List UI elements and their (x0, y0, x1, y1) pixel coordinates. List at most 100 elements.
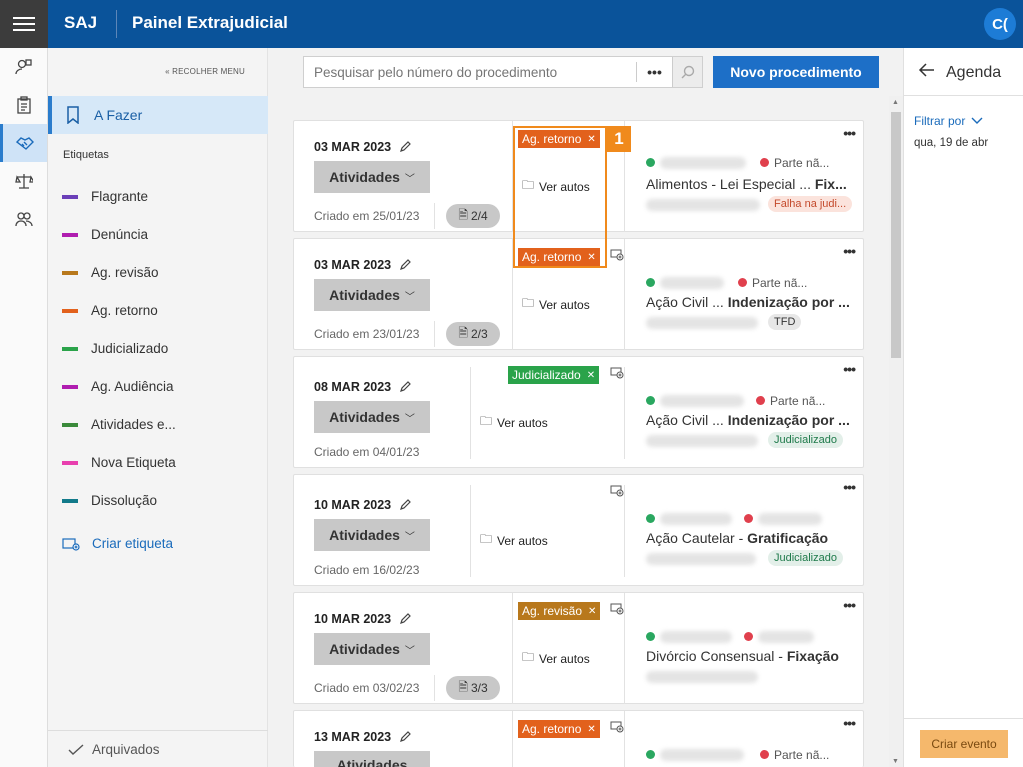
active-party-icon (646, 632, 655, 641)
card-more-button[interactable]: ••• (843, 479, 856, 495)
card-more-button[interactable]: ••• (843, 125, 856, 141)
search-button[interactable] (672, 57, 702, 87)
divider (48, 730, 268, 731)
status-label-ag-retorno[interactable]: Ag. retorno ✕ (518, 720, 600, 738)
status-badge: Falha na judi... (768, 196, 853, 212)
created-date: Criado em 04/01/23 (314, 445, 420, 459)
activities-dropdown[interactable]: Atividades ﹀ (314, 401, 430, 433)
filter-dropdown[interactable]: Filtrar por (914, 114, 983, 128)
active-party-icon (646, 750, 655, 759)
agenda-header: Agenda (904, 48, 1023, 96)
add-label-icon[interactable] (610, 249, 624, 264)
procedure-title[interactable]: Ação Civil ... Indenização por ... (646, 294, 850, 310)
card-more-button[interactable]: ••• (843, 361, 856, 377)
procedure-title[interactable]: Divórcio Consensual - Fixação (646, 648, 839, 664)
status-label-judicializado[interactable]: Judicializado ✕ (508, 366, 600, 384)
tag-ag-audiencia[interactable]: Ag. Audiência (62, 379, 174, 394)
document-count-badge[interactable]: 🗎 2/4 (446, 204, 500, 228)
view-case-link[interactable]: 🗀 Ver autos (522, 176, 590, 197)
folder-icon: 🗀 (480, 532, 493, 546)
procedure-card[interactable]: 10 MAR 2023 Atividades ﹀ Criado em 03/02/… (293, 592, 864, 704)
tag-atividades[interactable]: Atividades e... (62, 417, 176, 432)
activities-dropdown[interactable]: Atividades (314, 751, 430, 767)
procedure-title[interactable]: Ação Civil ... Indenização por ... (646, 412, 850, 428)
check-icon (68, 743, 84, 755)
edit-icon (400, 613, 411, 624)
archived-link[interactable]: Arquivados (68, 742, 160, 757)
more-options-button[interactable]: ••• (636, 62, 672, 82)
party-label: Parte nã... (774, 156, 830, 170)
remove-label-icon: ✕ (587, 723, 596, 735)
user-avatar[interactable]: C( (984, 8, 1016, 40)
search-input[interactable] (304, 57, 636, 87)
procedure-card[interactable]: 10 MAR 2023 Atividades ﹀ Criado em 16/02/… (293, 474, 864, 586)
add-label-icon[interactable] (610, 485, 624, 500)
folder-icon: 🗀 (480, 414, 493, 428)
procedure-card[interactable]: 03 MAR 2023 Atividades ﹀ Criado em 25/01/… (293, 120, 864, 232)
procedure-card[interactable]: 13 MAR 2023 Atividades Ag. retorno ✕ Part… (293, 710, 864, 767)
activities-dropdown[interactable]: Atividades ﹀ (314, 519, 430, 551)
procedure-card[interactable]: 03 MAR 2023 Atividades ﹀ Criado em 23/01/… (293, 238, 864, 350)
status-label-ag-retorno[interactable]: Ag. retorno ✕ (518, 130, 600, 148)
add-label-icon[interactable] (610, 367, 624, 382)
tag-ag-retorno[interactable]: Ag. retorno (62, 303, 158, 318)
activities-dropdown[interactable]: Atividades ﹀ (314, 161, 430, 193)
document-count-badge[interactable]: 🗎 2/3 (446, 322, 500, 346)
created-date: Criado em 03/02/23 (314, 681, 420, 695)
view-case-link[interactable]: 🗀 Ver autos (480, 412, 548, 433)
new-procedure-button[interactable]: Novo procedimento (713, 56, 879, 88)
card-date: 10 MAR 2023 (314, 612, 411, 626)
created-date: Criado em 16/02/23 (314, 563, 420, 577)
title-divider (116, 10, 117, 38)
card-more-button[interactable]: ••• (843, 597, 856, 613)
edit-icon (400, 141, 411, 152)
view-case-link[interactable]: 🗀 Ver autos (522, 648, 590, 669)
view-case-link[interactable]: 🗀 Ver autos (480, 530, 548, 551)
activities-dropdown[interactable]: Atividades ﹀ (314, 279, 430, 311)
search-bar: ••• (303, 56, 703, 88)
tag-judicializado[interactable]: Judicializado (62, 341, 168, 356)
tag-nova-etiqueta[interactable]: Nova Etiqueta (62, 455, 176, 470)
document-icon: 🗎 (458, 207, 468, 222)
add-label-icon[interactable] (610, 721, 624, 736)
hamburger-menu-icon[interactable] (0, 0, 48, 48)
status-label-ag-revisao[interactable]: Ag. revisão ✕ (518, 602, 601, 620)
clipboard-icon[interactable] (0, 86, 47, 124)
view-case-link[interactable]: 🗀 Ver autos (522, 294, 590, 315)
activities-dropdown[interactable]: Atividades ﹀ (314, 633, 430, 665)
create-tag-link[interactable]: Criar etiqueta (62, 536, 173, 551)
users-icon[interactable] (0, 200, 47, 238)
passive-party-icon (738, 278, 747, 287)
status-label-ag-retorno[interactable]: Ag. retorno ✕ (518, 248, 600, 266)
card-more-button[interactable]: ••• (843, 715, 856, 731)
card-more-button[interactable]: ••• (843, 243, 856, 259)
card-date: 08 MAR 2023 (314, 380, 411, 394)
tag-flagrante[interactable]: Flagrante (62, 189, 148, 204)
passive-party-icon (744, 632, 753, 641)
user-search-icon[interactable] (0, 48, 47, 86)
edit-icon (400, 499, 411, 510)
tag-dissolucao[interactable]: Dissolução (62, 493, 157, 508)
remove-label-icon: ✕ (587, 251, 596, 263)
add-label-icon[interactable] (610, 603, 624, 618)
scrollbar-thumb[interactable] (891, 112, 901, 358)
folder-icon: 🗀 (522, 296, 535, 310)
tag-denuncia[interactable]: Denúncia (62, 227, 148, 242)
status-badge: Judicializado (768, 550, 843, 566)
document-count-badge[interactable]: 🗎 3/3 (446, 676, 500, 700)
etiquetas-heading: Etiquetas (63, 149, 109, 161)
procedure-title[interactable]: Ação Cautelar - Gratificação (646, 530, 829, 546)
back-arrow-icon[interactable] (918, 62, 936, 78)
tag-ag-revisao[interactable]: Ag. revisão (62, 265, 159, 280)
procedure-title[interactable]: Alimentos - Lei Especial ... Fix... (646, 176, 847, 192)
scrollbar[interactable]: ▲ ▼ (889, 96, 903, 767)
create-event-button[interactable]: Criar evento (920, 730, 1008, 758)
scales-icon[interactable] (0, 162, 47, 200)
card-date: 13 MAR 2023 (314, 730, 411, 744)
procedure-card[interactable]: 08 MAR 2023 Atividades ﹀ Criado em 04/01/… (293, 356, 864, 468)
active-party-icon (646, 278, 655, 287)
sidebar-item-a-fazer[interactable]: A Fazer (48, 96, 268, 134)
scroll-up-icon: ▲ (892, 99, 899, 106)
handshake-icon[interactable] (0, 124, 47, 162)
collapse-menu-button[interactable]: « RECOLHER MENU (165, 67, 245, 76)
